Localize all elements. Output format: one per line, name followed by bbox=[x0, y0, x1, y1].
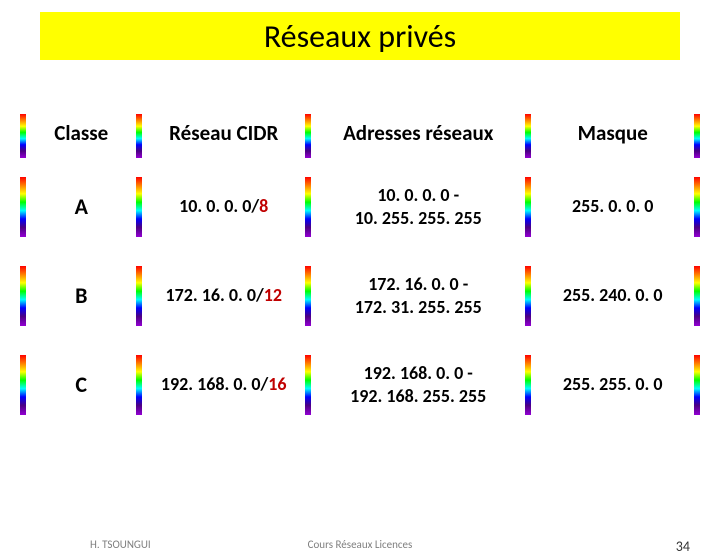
table-row: C 192. 168. 0. 0/16 192. 168. 0. 0 - 192… bbox=[20, 340, 700, 429]
cidr-suffix: 12 bbox=[264, 284, 282, 306]
footer-page-number: 34 bbox=[676, 538, 690, 555]
rainbow-divider bbox=[694, 110, 700, 162]
cell-addresses: 10. 0. 0. 0 - 10. 255. 255. 255 bbox=[311, 162, 525, 251]
rainbow-divider bbox=[694, 251, 700, 340]
cidr-base: 10. 0. 0. 0/ bbox=[179, 195, 259, 217]
addr-line2: 10. 255. 255. 255 bbox=[355, 207, 482, 229]
table-row: A 10. 0. 0. 0/8 10. 0. 0. 0 - 10. 255. 2… bbox=[20, 162, 700, 251]
cell-addresses: 172. 16. 0. 0 - 172. 31. 255. 255 bbox=[311, 251, 525, 340]
cell-addresses: 192. 168. 0. 0 - 192. 168. 255. 255 bbox=[311, 340, 525, 429]
cell-mask: 255. 0. 0. 0 bbox=[531, 162, 694, 251]
cell-classe: C bbox=[26, 340, 136, 429]
cell-mask: 255. 240. 0. 0 bbox=[531, 251, 694, 340]
networks-table: Classe Réseau CIDR Adresses réseaux Masq… bbox=[20, 110, 700, 429]
cidr-suffix: 16 bbox=[268, 373, 286, 395]
cell-classe: A bbox=[26, 162, 136, 251]
col-header-addresses: Adresses réseaux bbox=[311, 110, 525, 162]
cell-mask: 255. 255. 0. 0 bbox=[531, 340, 694, 429]
cidr-base: 192. 168. 0. 0/ bbox=[161, 373, 268, 395]
cell-cidr: 10. 0. 0. 0/8 bbox=[142, 162, 305, 251]
addr-line2: 192. 168. 255. 255 bbox=[350, 385, 486, 407]
rainbow-divider bbox=[694, 340, 700, 429]
page-title: Réseaux privés bbox=[264, 17, 456, 56]
table-row: B 172. 16. 0. 0/12 172. 16. 0. 0 - 172. … bbox=[20, 251, 700, 340]
addr-line1: 192. 168. 0. 0 - bbox=[364, 362, 473, 384]
table-header-row: Classe Réseau CIDR Adresses réseaux Masq… bbox=[20, 110, 700, 162]
addr-line1: 172. 16. 0. 0 - bbox=[368, 273, 468, 295]
rainbow-divider bbox=[694, 162, 700, 251]
title-bar: Réseaux privés bbox=[40, 12, 680, 60]
cidr-base: 172. 16. 0. 0/ bbox=[165, 284, 263, 306]
addr-line1: 10. 0. 0. 0 - bbox=[377, 184, 459, 206]
cell-cidr: 192. 168. 0. 0/16 bbox=[142, 340, 305, 429]
cell-cidr: 172. 16. 0. 0/12 bbox=[142, 251, 305, 340]
networks-table-container: Classe Réseau CIDR Adresses réseaux Masq… bbox=[20, 110, 700, 429]
cell-classe: B bbox=[26, 251, 136, 340]
col-header-cidr: Réseau CIDR bbox=[142, 110, 305, 162]
col-header-mask: Masque bbox=[531, 110, 694, 162]
addr-line2: 172. 31. 255. 255 bbox=[355, 296, 482, 318]
col-header-classe: Classe bbox=[26, 110, 136, 162]
cidr-suffix: 8 bbox=[259, 195, 268, 217]
